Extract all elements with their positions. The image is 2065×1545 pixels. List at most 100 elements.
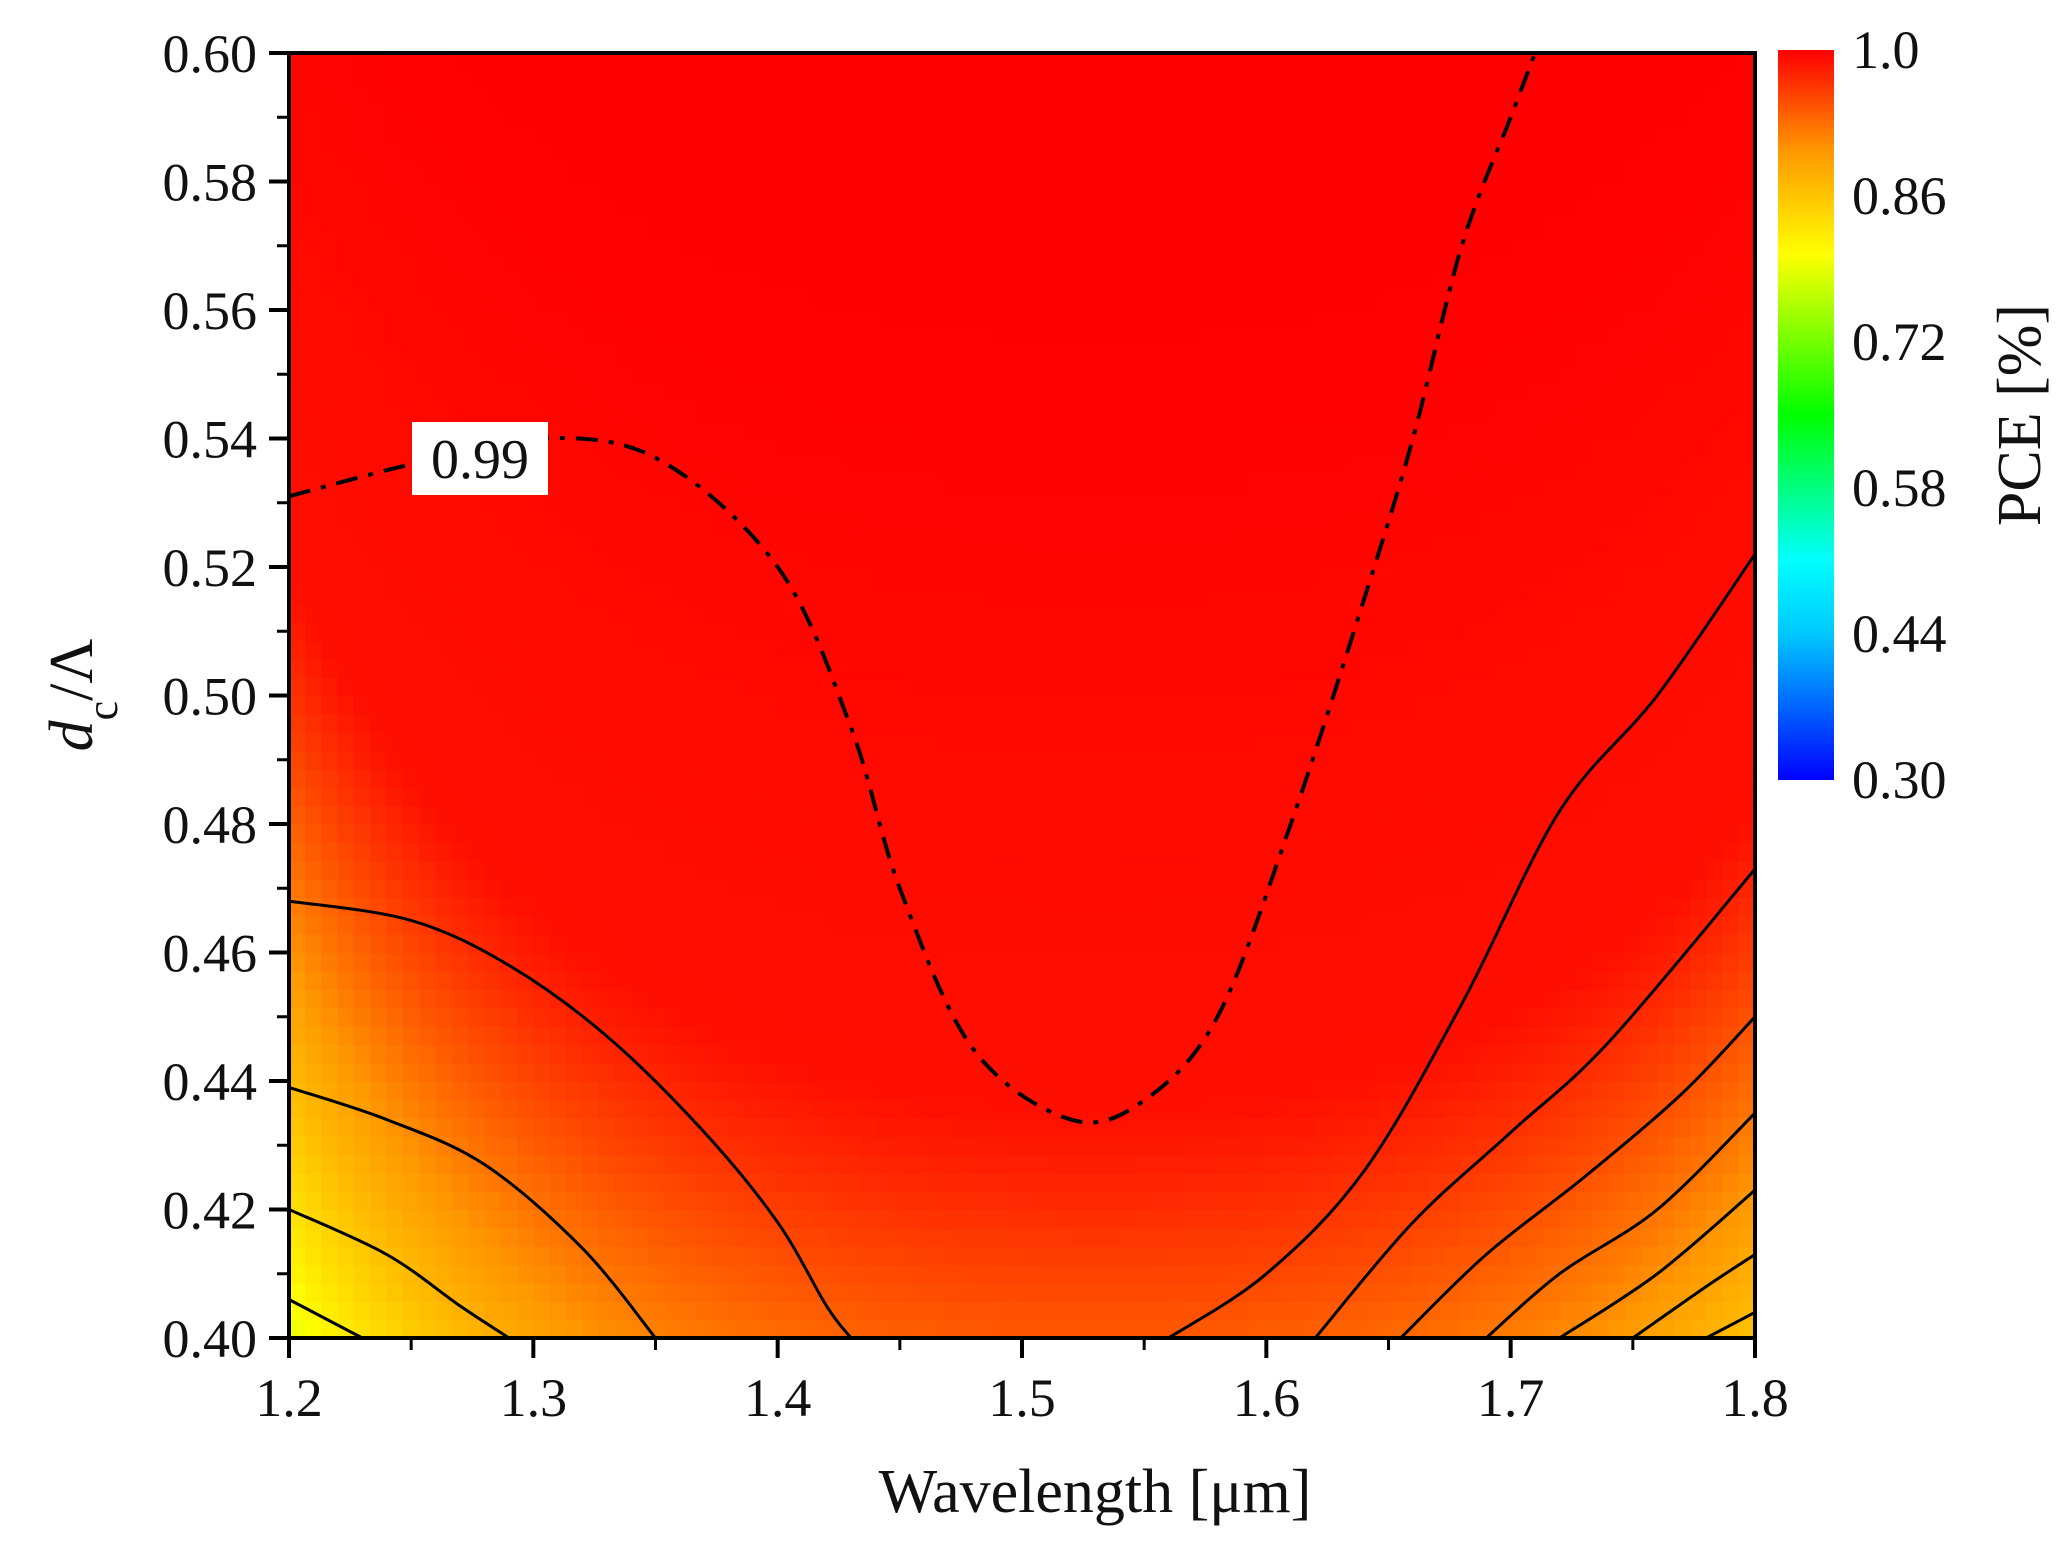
heat-cell [1315, 1154, 1333, 1174]
heat-cell [386, 824, 404, 844]
heat-cell [289, 1227, 307, 1248]
heat-cell [663, 1319, 681, 1338]
heat-cell [1184, 1136, 1202, 1156]
heat-cell [321, 199, 339, 220]
heat-cell [859, 89, 877, 109]
heat-cell [1331, 1227, 1349, 1248]
heat-cell [451, 236, 469, 256]
heat-cell [989, 1246, 1007, 1266]
heat-cell [1005, 695, 1023, 715]
heat-cell [598, 456, 616, 477]
heat-cell [386, 475, 404, 495]
heat-cell [1380, 1319, 1398, 1338]
heat-cell [451, 328, 469, 348]
heat-cell [565, 1264, 583, 1284]
heat-cell [826, 603, 844, 623]
heat-cell [1347, 1209, 1365, 1229]
heat-cell [1266, 126, 1284, 146]
heat-cell [875, 934, 893, 954]
heat-cell [354, 970, 372, 991]
heat-cell [1266, 695, 1284, 715]
heat-cell [598, 879, 616, 899]
heat-cell [1168, 511, 1186, 532]
heat-cell [1298, 1025, 1316, 1046]
heat-cell [1266, 1209, 1284, 1229]
heat-cell [1054, 273, 1072, 293]
heat-cell [777, 677, 795, 697]
heat-cell [761, 677, 779, 697]
heat-cell [1054, 126, 1072, 146]
heat-cell [517, 622, 535, 642]
heat-cell [761, 1319, 779, 1338]
heat-cell [696, 548, 714, 568]
heat-cell [614, 181, 632, 201]
heat-cell [1022, 328, 1040, 348]
heat-cell [451, 401, 469, 421]
heat-cell [565, 934, 583, 954]
heat-cell [1168, 53, 1186, 73]
heat-cell [1364, 732, 1382, 752]
heat-cell [1168, 273, 1186, 293]
heat-cell [321, 879, 339, 899]
heat-cell [1380, 1062, 1398, 1082]
heat-cell [1364, 475, 1382, 495]
heat-cell [1070, 1025, 1088, 1046]
heat-cell [745, 1081, 763, 1101]
heat-cell [1233, 456, 1251, 477]
heat-cell [696, 53, 714, 73]
heat-cell [1429, 199, 1447, 220]
heat-cell [435, 1209, 453, 1229]
heat-cell [403, 768, 421, 789]
heat-cell [1136, 126, 1154, 146]
heat-cell [1217, 1025, 1235, 1046]
heat-cell [614, 787, 632, 807]
heat-cell [1103, 934, 1121, 954]
heat-cell [403, 677, 421, 697]
heat-cell [614, 860, 632, 880]
heat-cell [500, 511, 518, 532]
heat-cell [500, 1282, 518, 1303]
heat-cell [1233, 1319, 1251, 1338]
heat-cell [1282, 1081, 1300, 1101]
heat-cell [973, 163, 991, 183]
heat-cell [403, 1154, 421, 1174]
heat-cell [370, 1136, 388, 1156]
heat-cell [859, 383, 877, 403]
heat-cell [419, 768, 437, 789]
heat-cell [859, 530, 877, 550]
heat-cell [451, 1246, 469, 1266]
heat-cell [1282, 1172, 1300, 1192]
heat-cell [875, 401, 893, 421]
heat-cell [549, 218, 567, 238]
heat-cell [289, 842, 307, 862]
heat-cell [1347, 511, 1365, 532]
heat-cell [1119, 1246, 1137, 1266]
heat-cell [1136, 713, 1154, 734]
heat-cell [631, 897, 649, 917]
heat-cell [435, 236, 453, 256]
heat-cell [728, 1227, 746, 1248]
heat-cell [891, 108, 909, 128]
heat-cell [614, 126, 632, 146]
heat-cell [582, 1099, 600, 1119]
heat-cell [793, 713, 812, 734]
heat-cell [370, 530, 388, 550]
heat-cell [1282, 897, 1300, 917]
heat-cell [859, 1044, 877, 1064]
heat-cell [1103, 1117, 1121, 1137]
heat-cell [1087, 750, 1105, 770]
heat-cell [289, 475, 307, 495]
heat-cell [1380, 787, 1398, 807]
heat-cell [565, 750, 583, 770]
heat-cell [500, 548, 518, 568]
heat-cell [403, 860, 421, 880]
heat-cell [582, 310, 600, 330]
heat-cell [826, 346, 844, 366]
heat-cell [451, 181, 469, 201]
heat-cell [484, 199, 502, 220]
heat-cell [1087, 89, 1105, 109]
heat-cell [989, 383, 1007, 403]
heat-cell [500, 493, 518, 513]
heat-cell [386, 897, 404, 917]
heat-cell [1217, 1227, 1235, 1248]
